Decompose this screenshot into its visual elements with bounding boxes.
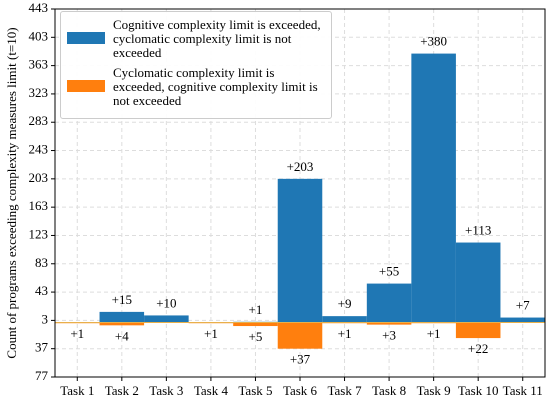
- value-label: +203: [287, 159, 314, 174]
- bar: [278, 323, 323, 349]
- y-tick-label: 203: [29, 170, 49, 185]
- legend-label: Cyclomatic complexity limit is exceeded,…: [113, 66, 325, 108]
- value-label: +4: [115, 328, 129, 343]
- legend-swatch: [67, 80, 105, 92]
- y-tick-label: 323: [29, 85, 49, 100]
- value-label: +9: [338, 296, 352, 311]
- bar: [456, 243, 501, 323]
- x-tick-label: Task 5: [238, 383, 272, 398]
- x-tick-label: Task 10: [458, 383, 499, 398]
- value-label: +3: [382, 328, 396, 343]
- x-tick-label: Task 2: [105, 383, 139, 398]
- y-tick-label: 243: [29, 142, 49, 157]
- legend-label: Cognitive complexity limit is exceeded, …: [113, 18, 325, 60]
- bar: [278, 179, 323, 323]
- x-tick-label: Task 9: [417, 383, 451, 398]
- y-tick-label: 443: [29, 0, 49, 15]
- y-tick-label: 37: [35, 340, 49, 355]
- value-label: +37: [290, 352, 311, 367]
- bar: [100, 312, 145, 323]
- x-tick-label: Task 11: [503, 383, 543, 398]
- x-tick-label: Task 8: [372, 383, 406, 398]
- value-label: +15: [112, 292, 132, 307]
- bar: [144, 315, 189, 322]
- value-label: +1: [204, 326, 218, 341]
- legend-swatch: [67, 32, 105, 44]
- value-label: +55: [379, 264, 399, 279]
- value-label: +7: [516, 298, 530, 313]
- x-tick-label: Task 3: [149, 383, 183, 398]
- bar: [322, 316, 367, 322]
- x-tick-label: Task 6: [283, 383, 318, 398]
- legend-entry: Cognitive complexity limit is exceeded, …: [67, 18, 325, 60]
- y-tick-label: 363: [29, 57, 49, 72]
- y-axis-label: Count of programs exceeding complexity m…: [4, 27, 19, 358]
- y-tick-label: 3: [42, 311, 49, 326]
- value-label: +5: [249, 329, 263, 344]
- y-tick-label: 43: [35, 283, 48, 298]
- bar: [233, 323, 278, 327]
- value-label: +22: [468, 341, 488, 356]
- y-tick-label: 283: [29, 113, 49, 128]
- legend: Cognitive complexity limit is exceeded, …: [60, 11, 332, 119]
- value-label: +10: [156, 295, 176, 310]
- value-label: +1: [427, 326, 441, 341]
- value-label: +1: [249, 302, 263, 317]
- value-label: +1: [70, 326, 84, 341]
- y-tick-label: 123: [29, 226, 49, 241]
- value-label: +380: [420, 34, 447, 49]
- x-tick-label: Task 1: [60, 383, 94, 398]
- x-tick-label: Task 4: [194, 383, 229, 398]
- legend-entry: Cyclomatic complexity limit is exceeded,…: [67, 66, 325, 108]
- bar: [411, 54, 456, 323]
- value-label: +113: [465, 223, 491, 238]
- y-tick-label: 403: [29, 28, 49, 43]
- x-tick-label: Task 7: [327, 383, 362, 398]
- bar: [456, 323, 501, 339]
- bar: [500, 318, 545, 323]
- y-tick-label: 77: [35, 368, 49, 383]
- y-tick-label: 83: [35, 255, 48, 270]
- value-label: +1: [338, 326, 352, 341]
- y-tick-label: 163: [29, 198, 49, 213]
- bar: [367, 284, 412, 323]
